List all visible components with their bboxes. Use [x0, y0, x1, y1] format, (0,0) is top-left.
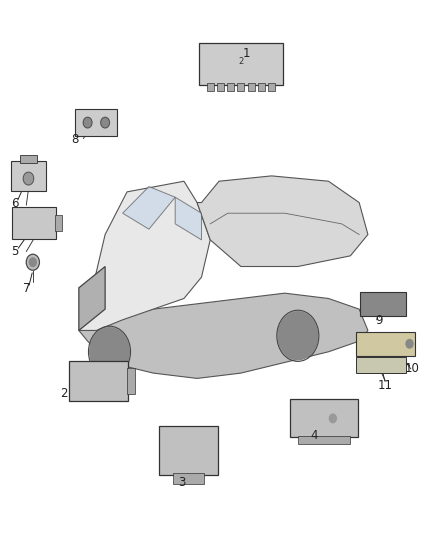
Circle shape: [329, 414, 336, 423]
Bar: [268, 83, 275, 91]
Text: 6: 6: [11, 197, 18, 210]
Circle shape: [90, 328, 129, 376]
Bar: [173, 473, 204, 484]
Bar: [237, 83, 244, 91]
Polygon shape: [197, 176, 368, 266]
Bar: [20, 155, 37, 163]
Text: 2: 2: [60, 387, 67, 400]
Circle shape: [406, 340, 413, 348]
Circle shape: [26, 254, 39, 270]
Polygon shape: [79, 293, 368, 378]
Circle shape: [23, 172, 34, 185]
Text: 4: 4: [311, 429, 318, 442]
Circle shape: [29, 258, 36, 266]
Text: 1: 1: [243, 47, 251, 60]
Bar: [207, 83, 214, 91]
Circle shape: [278, 312, 318, 360]
FancyBboxPatch shape: [75, 109, 117, 136]
FancyBboxPatch shape: [12, 206, 56, 239]
Text: 2: 2: [238, 57, 244, 66]
FancyBboxPatch shape: [69, 361, 128, 401]
Bar: [298, 436, 350, 443]
Bar: [217, 83, 224, 91]
Circle shape: [101, 117, 110, 128]
Text: 5: 5: [11, 245, 18, 258]
Polygon shape: [79, 266, 105, 330]
Bar: [55, 215, 61, 231]
Text: 9: 9: [375, 314, 383, 327]
FancyBboxPatch shape: [356, 357, 406, 373]
Polygon shape: [123, 187, 175, 229]
Polygon shape: [79, 181, 210, 330]
Text: 3: 3: [178, 476, 185, 489]
Bar: [247, 83, 254, 91]
Text: 10: 10: [404, 362, 419, 375]
FancyBboxPatch shape: [360, 292, 406, 316]
Bar: [227, 83, 234, 91]
FancyBboxPatch shape: [199, 43, 283, 85]
Text: 8: 8: [71, 133, 78, 146]
FancyBboxPatch shape: [290, 400, 358, 437]
FancyBboxPatch shape: [11, 161, 46, 191]
Polygon shape: [175, 197, 201, 240]
FancyBboxPatch shape: [356, 332, 415, 356]
Bar: [258, 83, 265, 91]
Text: 11: 11: [378, 379, 393, 392]
FancyBboxPatch shape: [159, 426, 218, 475]
Text: 7: 7: [22, 282, 30, 295]
Circle shape: [83, 117, 92, 128]
Bar: [127, 368, 135, 394]
